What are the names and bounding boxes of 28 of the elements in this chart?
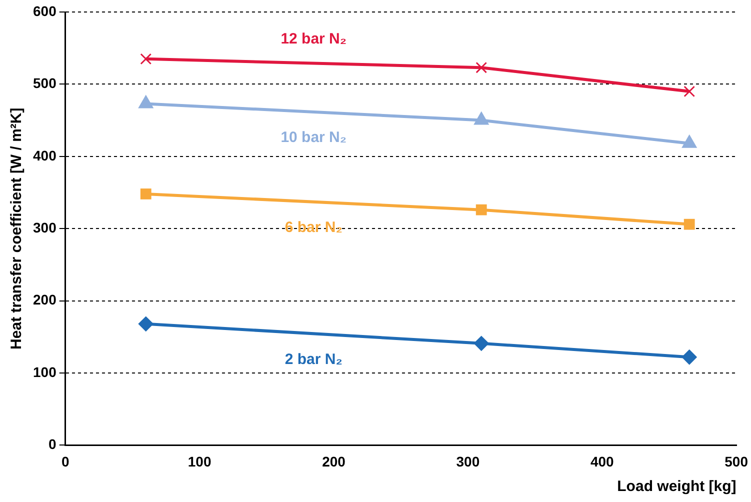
x-tick-label: 400 xyxy=(590,453,614,470)
x-tick-label: 300 xyxy=(456,453,480,470)
series-label: 2 bar N₂ xyxy=(284,350,342,368)
x-tick-label: 200 xyxy=(322,453,346,470)
x-tick-label: 100 xyxy=(188,453,212,470)
y-tick-label: 400 xyxy=(33,147,57,164)
x-axis-title: Load weight [kg] xyxy=(617,478,736,496)
series-label: 12 bar N₂ xyxy=(280,30,347,48)
point xyxy=(140,188,152,200)
point xyxy=(684,86,696,98)
y-tick-label: 0 xyxy=(48,436,57,452)
point xyxy=(474,336,489,351)
point xyxy=(476,62,488,74)
series-label: 10 bar N₂ xyxy=(280,129,347,146)
y-tick-label: 100 xyxy=(33,364,57,380)
series-label: 6 bar N₂ xyxy=(284,219,342,236)
y-axis-title: Heat transfer coefficient [W / m²K] xyxy=(8,108,26,350)
point xyxy=(138,316,154,332)
y-tick-label: 200 xyxy=(33,292,57,308)
point xyxy=(684,218,695,230)
y-tick-label: 600 xyxy=(33,2,57,19)
point xyxy=(476,204,487,216)
x-tick-label: 500 xyxy=(724,453,748,470)
point xyxy=(140,53,152,65)
x-tick-label: 0 xyxy=(61,453,70,470)
y-tick-label: 500 xyxy=(33,75,57,92)
point xyxy=(682,350,697,365)
y-tick-label: 300 xyxy=(33,219,57,236)
